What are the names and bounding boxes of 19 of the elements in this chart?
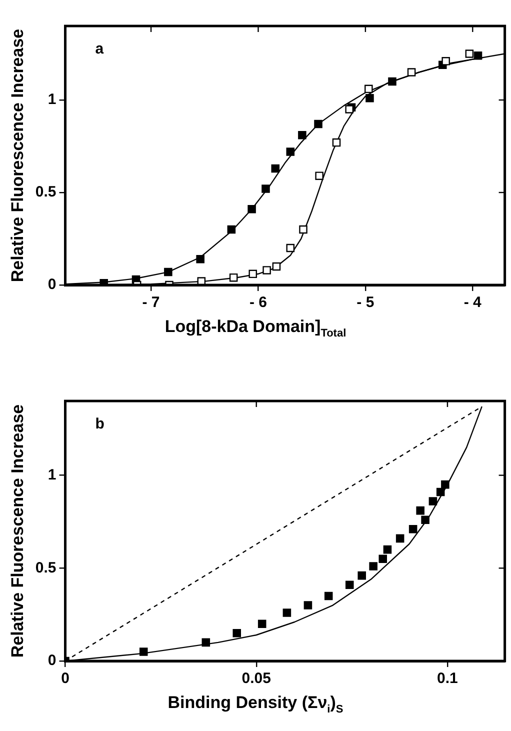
x-tick-label: - 6 <box>249 294 267 312</box>
x-axis-title: Binding Density (Σν$_{i}$)$_{S}$ <box>166 693 344 716</box>
x-tick-label: - 4 <box>464 294 482 312</box>
annotation: b <box>95 416 104 433</box>
y-axis-title: Relative Fluorescence Increase <box>8 404 27 658</box>
x-tick-label: - 5 <box>356 294 374 312</box>
y-tick-label: 0 <box>48 652 56 670</box>
y-axis-title: Relative Fluorescence Increase <box>8 28 27 282</box>
x-tick-label: - 7 <box>142 294 160 312</box>
x-axis-title: Log[8-kDa Domain]$_{Total}$ <box>164 317 348 340</box>
x-tick-label: 0.1 <box>437 670 458 688</box>
x-tick-label: 0 <box>61 670 70 688</box>
y-tick-label: 1 <box>48 91 56 108</box>
y-tick-label: 1 <box>48 466 56 484</box>
y-tick-label: 0.5 <box>35 559 56 576</box>
y-tick-label: 0.5 <box>35 184 56 201</box>
y-tick-label: 0 <box>48 276 56 294</box>
x-tick-label: 0.05 <box>242 670 271 688</box>
annotation: a <box>95 40 104 58</box>
